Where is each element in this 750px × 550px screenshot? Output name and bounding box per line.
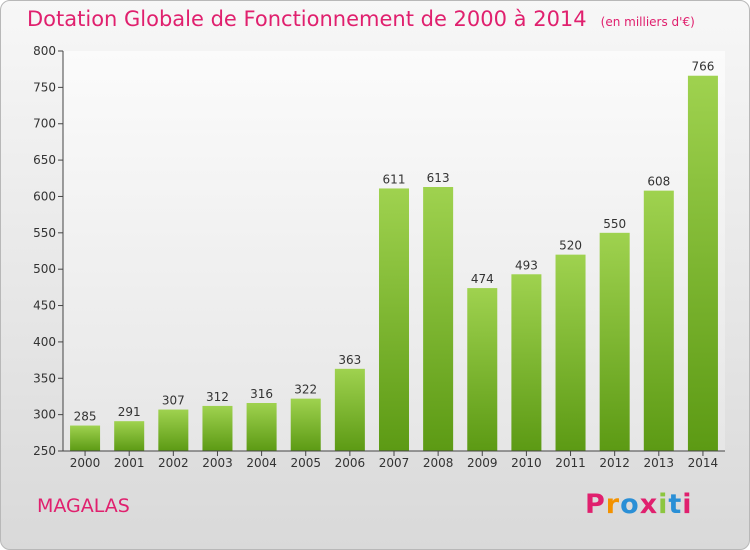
x-tick-label: 2010 bbox=[511, 456, 542, 470]
y-tick-label: 350 bbox=[33, 371, 56, 385]
x-tick-label: 2003 bbox=[202, 456, 233, 470]
chart-title-text: Dotation Globale de Fonctionnement de 20… bbox=[27, 7, 587, 31]
x-tick-label: 2008 bbox=[423, 456, 454, 470]
x-tick-label: 2006 bbox=[335, 456, 366, 470]
bar-value-label: 312 bbox=[206, 390, 229, 404]
y-tick-label: 650 bbox=[33, 153, 56, 167]
bar-value-label: 608 bbox=[647, 175, 670, 189]
y-tick-label: 250 bbox=[33, 444, 56, 458]
logo-letter: r bbox=[605, 489, 621, 520]
place-name: MAGALAS bbox=[37, 495, 130, 517]
bar-value-label: 550 bbox=[603, 217, 626, 231]
y-tick-label: 600 bbox=[33, 189, 56, 203]
bar bbox=[114, 421, 145, 451]
x-axis: 2000 2001 2002 2003 2004 2005 2006 2007 2008 2009… bbox=[63, 450, 725, 470]
logo-letter: o bbox=[620, 489, 640, 520]
x-tick-label: 2002 bbox=[158, 456, 189, 470]
y-tick-label: 300 bbox=[33, 408, 56, 422]
bar-value-label: 316 bbox=[250, 387, 273, 401]
y-tick-label: 800 bbox=[33, 44, 56, 58]
bars-group: 285 291 307 312 316 322 363 611 613 474 493 520 550 6… bbox=[70, 60, 718, 452]
x-tick-label: 2007 bbox=[379, 456, 410, 470]
bar bbox=[423, 187, 454, 451]
bar bbox=[467, 288, 498, 451]
bar-value-label: 291 bbox=[118, 405, 141, 419]
bar-value-label: 322 bbox=[294, 383, 317, 397]
proxiti-logo[interactable]: Proxiti bbox=[585, 489, 693, 520]
bar-value-label: 363 bbox=[338, 353, 361, 367]
x-tick-label: 2011 bbox=[555, 456, 586, 470]
y-tick-label: 400 bbox=[33, 335, 56, 349]
x-tick-label: 2005 bbox=[290, 456, 321, 470]
y-tick-label: 500 bbox=[33, 262, 56, 276]
bar bbox=[158, 409, 189, 451]
bar-value-label: 285 bbox=[74, 410, 97, 424]
bar bbox=[599, 232, 630, 451]
bar bbox=[687, 75, 718, 452]
logo-letter: i bbox=[682, 489, 693, 520]
bar bbox=[643, 190, 674, 452]
y-tick-label: 450 bbox=[33, 299, 56, 313]
y-tick-label: 750 bbox=[33, 80, 56, 94]
logo-letter: P bbox=[585, 489, 606, 520]
bar bbox=[202, 405, 233, 451]
bar-value-label: 611 bbox=[383, 172, 406, 186]
x-tick-label: 2004 bbox=[246, 456, 277, 470]
bar bbox=[511, 274, 542, 451]
x-tick-label: 2009 bbox=[467, 456, 498, 470]
x-tick-label: 2012 bbox=[599, 456, 630, 470]
bar-value-label: 493 bbox=[515, 258, 538, 272]
y-tick-label: 700 bbox=[33, 117, 56, 131]
bar-value-label: 613 bbox=[427, 171, 450, 185]
chart-subtitle: (en milliers d'€) bbox=[600, 15, 695, 29]
logo-letter: i bbox=[658, 489, 669, 520]
bar bbox=[334, 368, 365, 451]
x-tick-label: 2001 bbox=[114, 456, 145, 470]
logo-letter: t bbox=[668, 489, 683, 520]
chart-title: Dotation Globale de Fonctionnement de 20… bbox=[27, 7, 695, 31]
y-axis: 250 300 350 400 450 500 550 600 650 700 750 800 bbox=[33, 44, 64, 458]
bar-value-label: 766 bbox=[691, 60, 714, 74]
bar-value-label: 520 bbox=[559, 239, 582, 253]
bar bbox=[290, 398, 321, 451]
logo-letter: x bbox=[639, 489, 659, 520]
bar-value-label: 474 bbox=[471, 272, 494, 286]
bar-value-label: 307 bbox=[162, 394, 185, 408]
x-tick-label: 2013 bbox=[644, 456, 675, 470]
x-tick-label: 2014 bbox=[688, 456, 719, 470]
bar bbox=[555, 254, 586, 451]
bar bbox=[246, 403, 277, 451]
x-tick-label: 2000 bbox=[70, 456, 101, 470]
bar bbox=[378, 188, 410, 452]
bar bbox=[70, 425, 101, 451]
y-tick-label: 550 bbox=[33, 226, 56, 240]
